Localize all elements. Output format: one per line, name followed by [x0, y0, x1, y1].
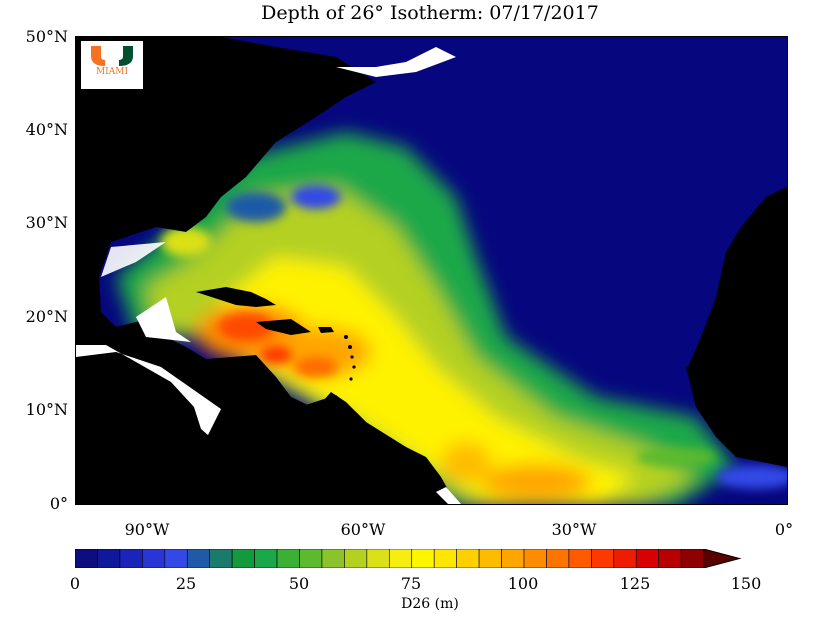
colorbar-swatch	[164, 549, 188, 568]
colorbar-swatch	[276, 549, 300, 568]
colorbar-swatch	[75, 549, 98, 568]
y-tick-label: 10°N	[25, 400, 68, 419]
colorbar-swatch	[456, 549, 480, 568]
miami-logo: MIAMI	[81, 41, 143, 89]
colorbar-swatch	[501, 549, 525, 568]
colorbar-swatch	[411, 549, 435, 568]
y-tick-label: 20°N	[25, 307, 68, 326]
y-tick-label: 0°	[49, 494, 68, 513]
colorbar-swatch	[366, 549, 390, 568]
u-icon	[81, 44, 143, 66]
no-data-areas	[76, 47, 461, 504]
colorbar-swatch	[344, 549, 368, 568]
colorbar-swatch	[186, 549, 211, 568]
y-tick-label: 40°N	[25, 120, 68, 139]
x-tick-label: 30°W	[551, 520, 597, 539]
colorbar-swatch	[231, 549, 255, 568]
colorbar-swatch	[613, 549, 637, 568]
colorbar-tick: 25	[175, 574, 197, 593]
colorbar-tick: 75	[400, 574, 422, 593]
colorbar-tick: 0	[69, 574, 81, 593]
colorbar-swatch	[568, 549, 592, 568]
colorbar-tick: 150	[730, 574, 762, 593]
colorbar-swatch	[299, 549, 323, 568]
colorbar-swatch	[97, 549, 121, 568]
x-tick-label: 90°W	[124, 520, 170, 539]
colorbar-label: D26 (m)	[401, 596, 459, 612]
colorbar-swatch	[321, 549, 345, 568]
colorbar-swatch	[254, 549, 278, 568]
colorbar-tick: 100	[507, 574, 539, 593]
logo-text: MIAMI	[95, 67, 129, 77]
colorbar-swatch	[142, 549, 166, 568]
colorbar-swatch	[680, 549, 704, 568]
map-svg	[76, 37, 787, 504]
colorbar-tick: 50	[288, 574, 310, 593]
colorbar-swatch	[209, 549, 233, 568]
colorbar-swatch	[658, 549, 682, 568]
y-tick-label: 30°N	[25, 213, 68, 232]
colorbar-swatch	[433, 549, 457, 568]
colorbar-swatch	[546, 549, 570, 568]
map-title: Depth of 26° Isotherm: 07/17/2017	[261, 2, 599, 24]
colorbar-swatch	[523, 549, 547, 568]
x-tick-label: 0°	[774, 520, 794, 539]
y-tick-label: 50°N	[25, 27, 68, 46]
colorbar-swatch	[591, 549, 615, 568]
colorbar-swatch	[635, 549, 660, 568]
x-tick-label: 60°W	[340, 520, 386, 539]
map-plot-area	[75, 36, 788, 505]
colorbar-swatch	[388, 549, 413, 568]
colorbar-swatch	[119, 549, 143, 568]
colorbar-extend-arrow	[703, 549, 742, 568]
land-masses	[76, 97, 787, 504]
colorbar-tick: 125	[619, 574, 651, 593]
colorbar	[75, 549, 742, 568]
colorbar-swatch	[478, 549, 502, 568]
